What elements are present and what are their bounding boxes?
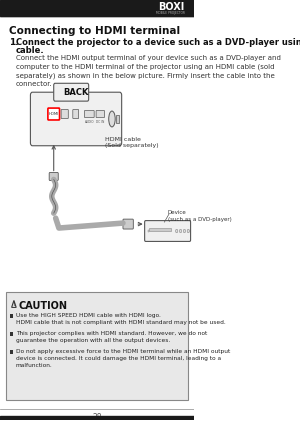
Text: DC IN: DC IN [96, 120, 104, 124]
Text: cable.: cable. [16, 46, 44, 55]
Text: HDMI: HDMI [49, 112, 59, 116]
FancyBboxPatch shape [85, 111, 94, 117]
Text: AUDIO: AUDIO [85, 120, 94, 124]
Text: BOXI: BOXI [158, 2, 184, 12]
FancyBboxPatch shape [49, 173, 58, 181]
Text: CAUTION: CAUTION [18, 301, 67, 311]
Text: 28: 28 [92, 413, 102, 422]
Text: !: ! [13, 302, 15, 307]
Bar [149, 228, 172, 231]
FancyBboxPatch shape [96, 111, 104, 117]
Text: Do not apply excessive force to the HDMI terminal while an HDMI output
device is: Do not apply excessive force to the HDMI… [16, 349, 230, 368]
Text: 1.: 1. [9, 38, 19, 47]
Text: This projector complies with HDMI standard. However, we do not
guarantee the ope: This projector complies with HDMI standa… [16, 331, 207, 343]
FancyBboxPatch shape [30, 92, 122, 146]
Bar [116, 115, 119, 123]
Ellipse shape [187, 229, 190, 233]
Text: Device
(such as a DVD-player): Device (such as a DVD-player) [168, 210, 231, 222]
FancyBboxPatch shape [123, 219, 133, 229]
Text: Connect the projector to a device such as a DVD-player using HDMI: Connect the projector to a device such a… [16, 38, 300, 47]
Text: BACK: BACK [64, 88, 89, 97]
Ellipse shape [109, 111, 115, 127]
FancyBboxPatch shape [61, 109, 68, 118]
Text: Connecting to HDMI terminal: Connecting to HDMI terminal [9, 26, 180, 36]
Bar [11, 314, 13, 318]
Text: Use the HIGH SPEED HDMI cable with HDMI logo.
HDMI cable that is not compliant w: Use the HIGH SPEED HDMI cable with HDMI … [16, 313, 225, 325]
Bar [11, 350, 13, 354]
FancyBboxPatch shape [7, 293, 188, 399]
FancyBboxPatch shape [145, 220, 190, 241]
Ellipse shape [176, 229, 178, 233]
Ellipse shape [183, 229, 186, 233]
Bar [0, 0, 194, 16]
Text: HDMI cable
(Sold separately): HDMI cable (Sold separately) [105, 137, 158, 148]
FancyBboxPatch shape [73, 109, 79, 118]
Ellipse shape [179, 229, 182, 233]
Bar [11, 332, 13, 336]
Bar [0, 416, 194, 420]
FancyBboxPatch shape [48, 108, 59, 120]
Text: MOBILE PROJECTOR: MOBILE PROJECTOR [156, 11, 184, 15]
FancyBboxPatch shape [54, 83, 89, 101]
Polygon shape [12, 301, 16, 307]
Bar [148, 229, 149, 232]
Text: Connect the HDMI output terminal of your device such as a DVD-player and
compute: Connect the HDMI output terminal of your… [16, 55, 280, 87]
